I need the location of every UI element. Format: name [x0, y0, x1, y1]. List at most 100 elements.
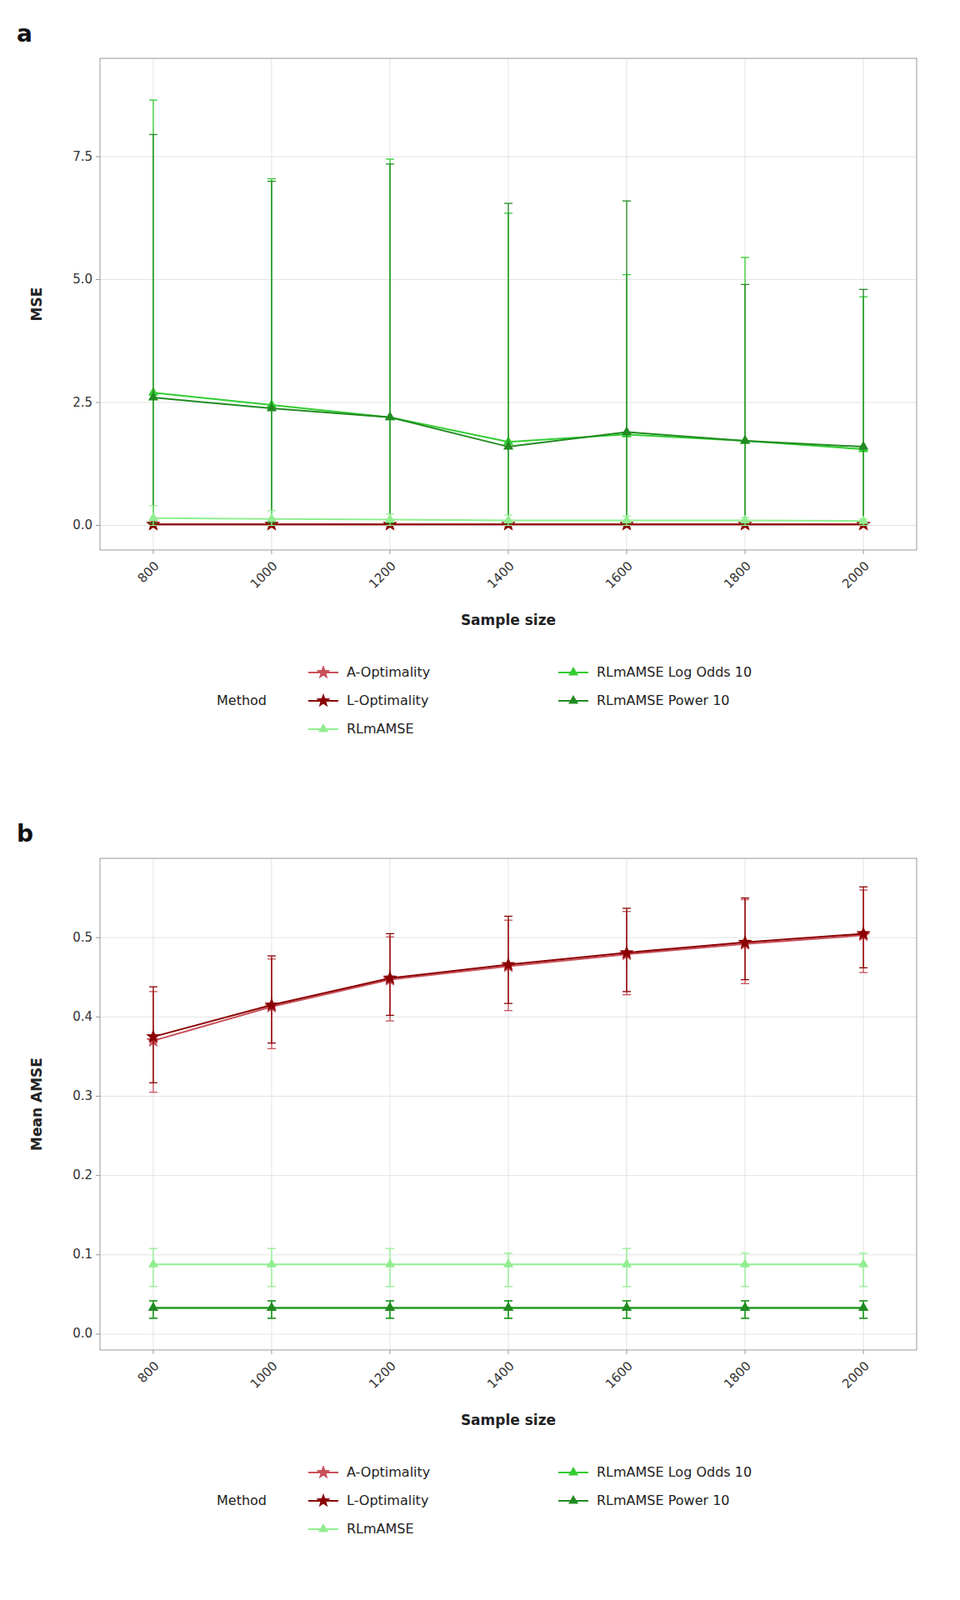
tick-label: 1600 [602, 1358, 636, 1392]
legend-marker [315, 665, 330, 679]
grid-line [152, 58, 154, 550]
tick-mark [508, 550, 510, 555]
error-bar-cap [149, 1317, 158, 1319]
error-bar-cap [267, 1048, 276, 1050]
point [382, 970, 397, 985]
grid-line [389, 858, 390, 1350]
tick-label: 1800 [720, 558, 755, 592]
grid-line [745, 58, 746, 550]
error-bar [267, 179, 276, 524]
error-bar-cap [385, 1300, 395, 1301]
error-bar [622, 1248, 631, 1287]
error-bar-cap [267, 1042, 276, 1044]
error-bar-cap [740, 1285, 750, 1287]
series [148, 1300, 869, 1319]
error-bar-cap [267, 1317, 276, 1319]
error-bar-stem [507, 1253, 509, 1287]
error-bar-cap [740, 1317, 750, 1319]
series [148, 100, 869, 523]
error-bar-cap [859, 289, 868, 290]
error-bar-stem [152, 100, 154, 523]
legend-label: A-Optimality [346, 664, 430, 680]
error-bar-cap [504, 1317, 513, 1319]
point [266, 513, 277, 523]
legend-marker [315, 1465, 330, 1479]
error-bar-cap [622, 1248, 631, 1250]
tick-mark [745, 550, 746, 555]
tick-label: 2000 [839, 1358, 873, 1392]
error-bar-cap [267, 1300, 276, 1301]
error-bar-cap [149, 134, 158, 135]
error-bar [859, 289, 868, 523]
panel-title: a [16, 20, 33, 48]
tick-mark [270, 1350, 272, 1355]
point [503, 1258, 514, 1268]
point [621, 1302, 632, 1312]
error-bar-stem [744, 257, 745, 524]
error-bar-cap [859, 1317, 868, 1319]
legend-entry: RLmAMSE Power 10 [558, 1492, 730, 1509]
point [740, 1258, 750, 1268]
tick-mark [745, 1350, 746, 1355]
error-bar-stem [270, 179, 272, 524]
error-bar [385, 1248, 395, 1287]
series [145, 886, 870, 1083]
error-bar-cap [859, 967, 868, 969]
tick-mark [95, 525, 100, 526]
error-bar-stem [862, 289, 864, 523]
tick-mark [95, 937, 100, 939]
tick-label: 800 [135, 1358, 163, 1386]
legend: MethodA-OptimalityRLmAMSE Log Odds 10L-O… [216, 664, 752, 737]
grid-line [152, 858, 154, 1350]
series-line [153, 397, 864, 447]
error-bar-cap [149, 1300, 158, 1301]
point [148, 512, 159, 522]
error-bar-cap [504, 915, 513, 917]
tick-label: 1400 [484, 1358, 518, 1392]
tick-mark [95, 1333, 100, 1335]
point [740, 435, 750, 445]
legend-label: A-Optimality [346, 1464, 430, 1480]
error-bar-cap [740, 897, 750, 899]
error-bar-stem [625, 200, 627, 523]
error-bar-cap [622, 990, 631, 992]
error-bar-stem [270, 181, 272, 524]
tick-mark [152, 550, 154, 555]
point [621, 425, 632, 435]
tick-mark [152, 1350, 154, 1355]
error-bar-cap [859, 886, 868, 888]
error-bar-cap [385, 163, 395, 165]
tick-label: 2.5 [72, 395, 93, 410]
error-bar-cap [267, 525, 276, 526]
error-bar-cap [859, 1317, 868, 1319]
tick-label: 0.2 [72, 1167, 93, 1183]
error-bar-cap [859, 525, 868, 526]
error-bar-cap [504, 1252, 513, 1254]
tick-mark [95, 402, 100, 404]
error-bar [740, 1253, 750, 1287]
legend-label: RLmAMSE [346, 720, 415, 737]
tick-mark [863, 550, 865, 555]
error-bar [622, 200, 631, 523]
legend-marker [318, 723, 329, 733]
error-bar-stem [389, 159, 390, 524]
legend-label: RLmAMSE [346, 1520, 415, 1537]
tick-mark [95, 1016, 100, 1018]
legend-entry: RLmAMSE Log Odds 10 [558, 1464, 752, 1480]
error-bar-cap [740, 1317, 750, 1319]
error-bar-cap [149, 525, 158, 526]
error-bar-cap [267, 510, 276, 511]
point [148, 1258, 159, 1268]
error-bar-cap [267, 1248, 276, 1250]
legend-entry: L-Optimality [308, 692, 429, 709]
plot-frame [100, 58, 917, 550]
grid-line [508, 58, 510, 550]
legend-entry: RLmAMSE Log Odds 10 [558, 664, 752, 680]
error-bar-cap [740, 256, 750, 258]
error-bar-stem [744, 284, 745, 523]
point [740, 1302, 750, 1312]
series-line [153, 933, 864, 1037]
legend-entry: RLmAMSE Power 10 [558, 692, 730, 709]
error-bar-stem [507, 203, 509, 524]
error-bar-cap [385, 1015, 395, 1016]
